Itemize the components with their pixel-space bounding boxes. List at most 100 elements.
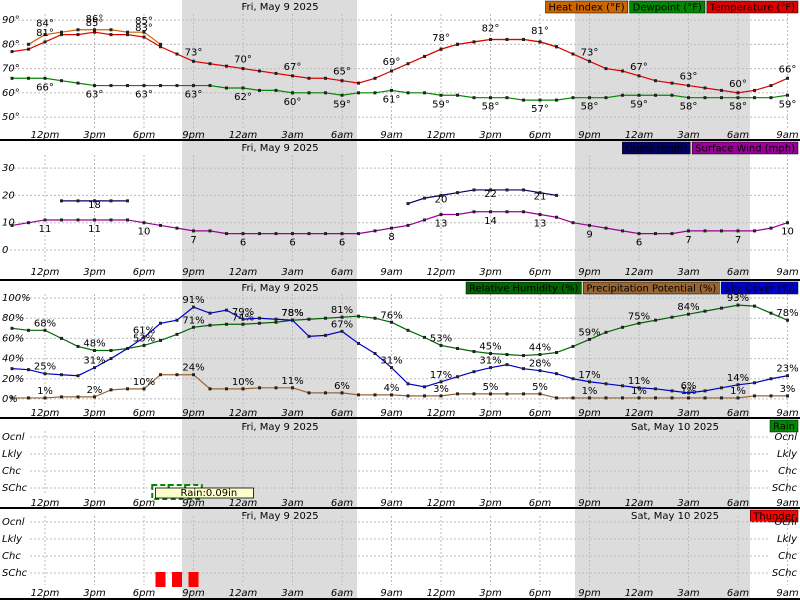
legend-box (769, 419, 799, 433)
data-point (703, 389, 707, 393)
data-point (60, 79, 63, 83)
data-point (357, 232, 360, 236)
data-point (208, 229, 212, 233)
value-label: 63° (680, 72, 698, 83)
data-point (555, 396, 558, 400)
data-point (142, 84, 146, 88)
data-point (27, 221, 30, 225)
value-label: 66° (779, 64, 797, 75)
data-point (43, 33, 47, 37)
x-tick-label: 12pm (427, 588, 456, 599)
data-point (571, 377, 575, 381)
data-point (670, 81, 674, 85)
data-point (192, 305, 195, 309)
x-tick-label: 9am (380, 130, 402, 141)
data-point (324, 232, 327, 236)
x-tick-label: 6am (727, 498, 749, 509)
x-tick-label: 6pm (529, 498, 552, 509)
x-tick-label: 9pm (182, 498, 205, 509)
x-tick-label: 3pm (83, 408, 106, 419)
data-point (406, 394, 410, 398)
data-point (472, 350, 476, 354)
data-point (76, 374, 80, 378)
data-point (786, 318, 789, 322)
value-label: 1% (631, 386, 647, 397)
data-point (439, 47, 443, 51)
x-tick-label: 6pm (529, 588, 552, 599)
data-point (241, 232, 245, 236)
data-point (670, 396, 674, 400)
x-tick-label: 3am (677, 267, 699, 278)
data-point (373, 91, 377, 95)
x-tick-label: 6pm (133, 267, 156, 278)
data-point (670, 315, 674, 319)
value-label: 58° (680, 102, 698, 113)
data-point (357, 314, 360, 318)
data-point (324, 316, 327, 320)
data-point (60, 199, 63, 203)
annotation: Rain:0.09in (181, 488, 238, 499)
data-point (307, 232, 311, 236)
data-point (142, 387, 146, 391)
data-point (687, 229, 690, 233)
value-label: 60° (729, 79, 747, 90)
data-point (159, 338, 162, 342)
value-label: 2% (87, 385, 103, 396)
data-point (456, 93, 459, 97)
data-point (175, 373, 179, 377)
x-tick-label: 3am (677, 498, 699, 509)
data-point (406, 202, 410, 206)
data-point (225, 232, 228, 236)
x-tick-label: 9am (776, 130, 798, 141)
data-point (373, 352, 377, 356)
x-tick-label: 9am (380, 588, 402, 599)
y-tick-label: 80% (2, 313, 24, 324)
data-point (109, 349, 113, 352)
data-point (324, 333, 327, 337)
value-label: 28% (529, 359, 551, 370)
x-tick-label: 6pm (529, 130, 552, 141)
data-point (736, 229, 740, 233)
value-label: 66° (36, 82, 54, 93)
x-tick-label: 3am (281, 130, 303, 141)
data-point (109, 84, 113, 88)
value-label: 59° (333, 99, 351, 110)
value-label: 69° (383, 57, 401, 68)
value-label: 63° (135, 90, 153, 101)
data-point (753, 229, 756, 233)
x-tick-label: 3am (677, 130, 699, 141)
value-label: 5% (532, 382, 548, 393)
value-label: 57° (531, 104, 549, 115)
x-tick-label: 12am (625, 498, 654, 509)
data-point (406, 223, 410, 227)
data-point (258, 386, 261, 390)
x-tick-label: 6pm (529, 408, 552, 419)
data-point (489, 392, 492, 396)
data-point (307, 91, 311, 95)
data-point (522, 354, 525, 358)
value-label: 78° (432, 33, 450, 44)
data-point (60, 395, 63, 399)
data-point (27, 328, 30, 332)
data-point (208, 311, 212, 315)
data-point (225, 86, 228, 90)
date-label: Fri, May 9 2025 (241, 511, 318, 522)
value-label: 93% (727, 293, 749, 304)
data-point (505, 188, 509, 192)
data-point (439, 93, 443, 97)
data-point (439, 343, 443, 347)
data-point (423, 196, 426, 200)
value-label: 76% (380, 310, 402, 321)
night-shade (575, 141, 750, 281)
data-point (324, 391, 327, 395)
data-point (258, 232, 261, 236)
value-label: 67° (630, 62, 648, 73)
data-point (555, 215, 558, 219)
y-tick-label: 90° (2, 15, 20, 26)
data-point (769, 96, 773, 100)
data-point (10, 76, 14, 80)
data-point (522, 37, 525, 41)
value-label: 1% (582, 386, 598, 397)
legend-box (622, 141, 691, 155)
value-label: 78% (776, 308, 798, 319)
